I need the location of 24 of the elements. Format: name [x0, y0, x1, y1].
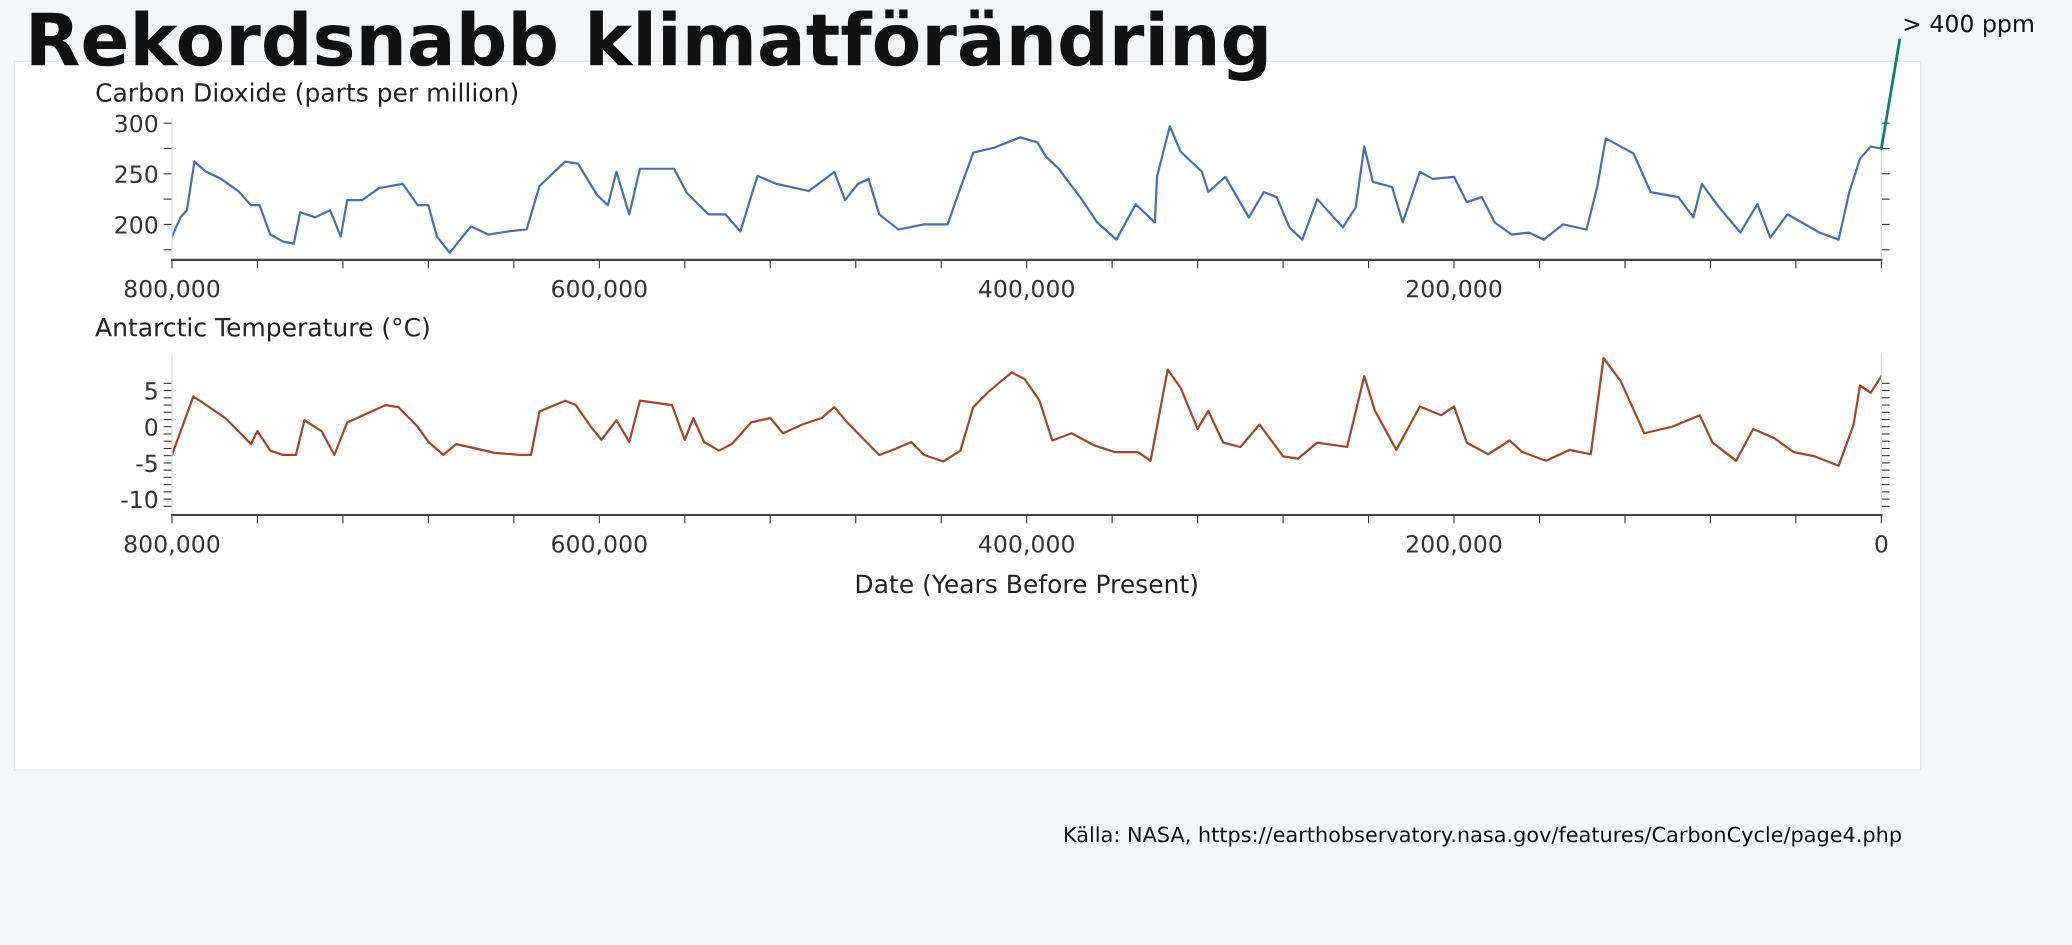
x-tick-label: 0: [1875, 534, 1888, 553]
y-tick-label: 200: [115, 215, 158, 234]
y-tick-label: -5: [136, 454, 157, 473]
x-axis-title: Date (Years Before Present): [856, 573, 1197, 597]
y-axis-title: Carbon Dioxide (parts per million): [96, 82, 518, 107]
x-tick-label: 200,000: [1406, 279, 1502, 301]
y-tick-label: 0: [145, 418, 158, 437]
x-tick-label: 200,000: [1406, 534, 1502, 556]
y-tick-label: 300: [115, 114, 158, 133]
x-tick-label: 800,000: [124, 279, 220, 301]
y-axis-title: Antarctic Temperature (°C): [95, 317, 429, 342]
y-tick-label: 250: [115, 165, 158, 184]
line-series: [171, 125, 1882, 254]
text: Källa: NASA, https://earthobservatory.nasa.gov/features/CarbonCycle/page4.php: [1064, 826, 1901, 847]
annotation: > 400 ppm: [1904, 14, 2033, 38]
y-tick-label: -10: [121, 490, 158, 509]
x-tick-label: 400,000: [979, 534, 1074, 556]
x-tick-label: 600,000: [552, 279, 647, 301]
chart-title: Rekordsnabb klimatförändring: [31, 9, 1267, 81]
x-tick-label: 400,000: [979, 279, 1074, 301]
x-tick-label: 600,000: [552, 534, 647, 556]
x-tick-label: 800,000: [124, 534, 220, 556]
y-tick-label: 5: [145, 382, 157, 400]
line-series: [171, 356, 1882, 467]
